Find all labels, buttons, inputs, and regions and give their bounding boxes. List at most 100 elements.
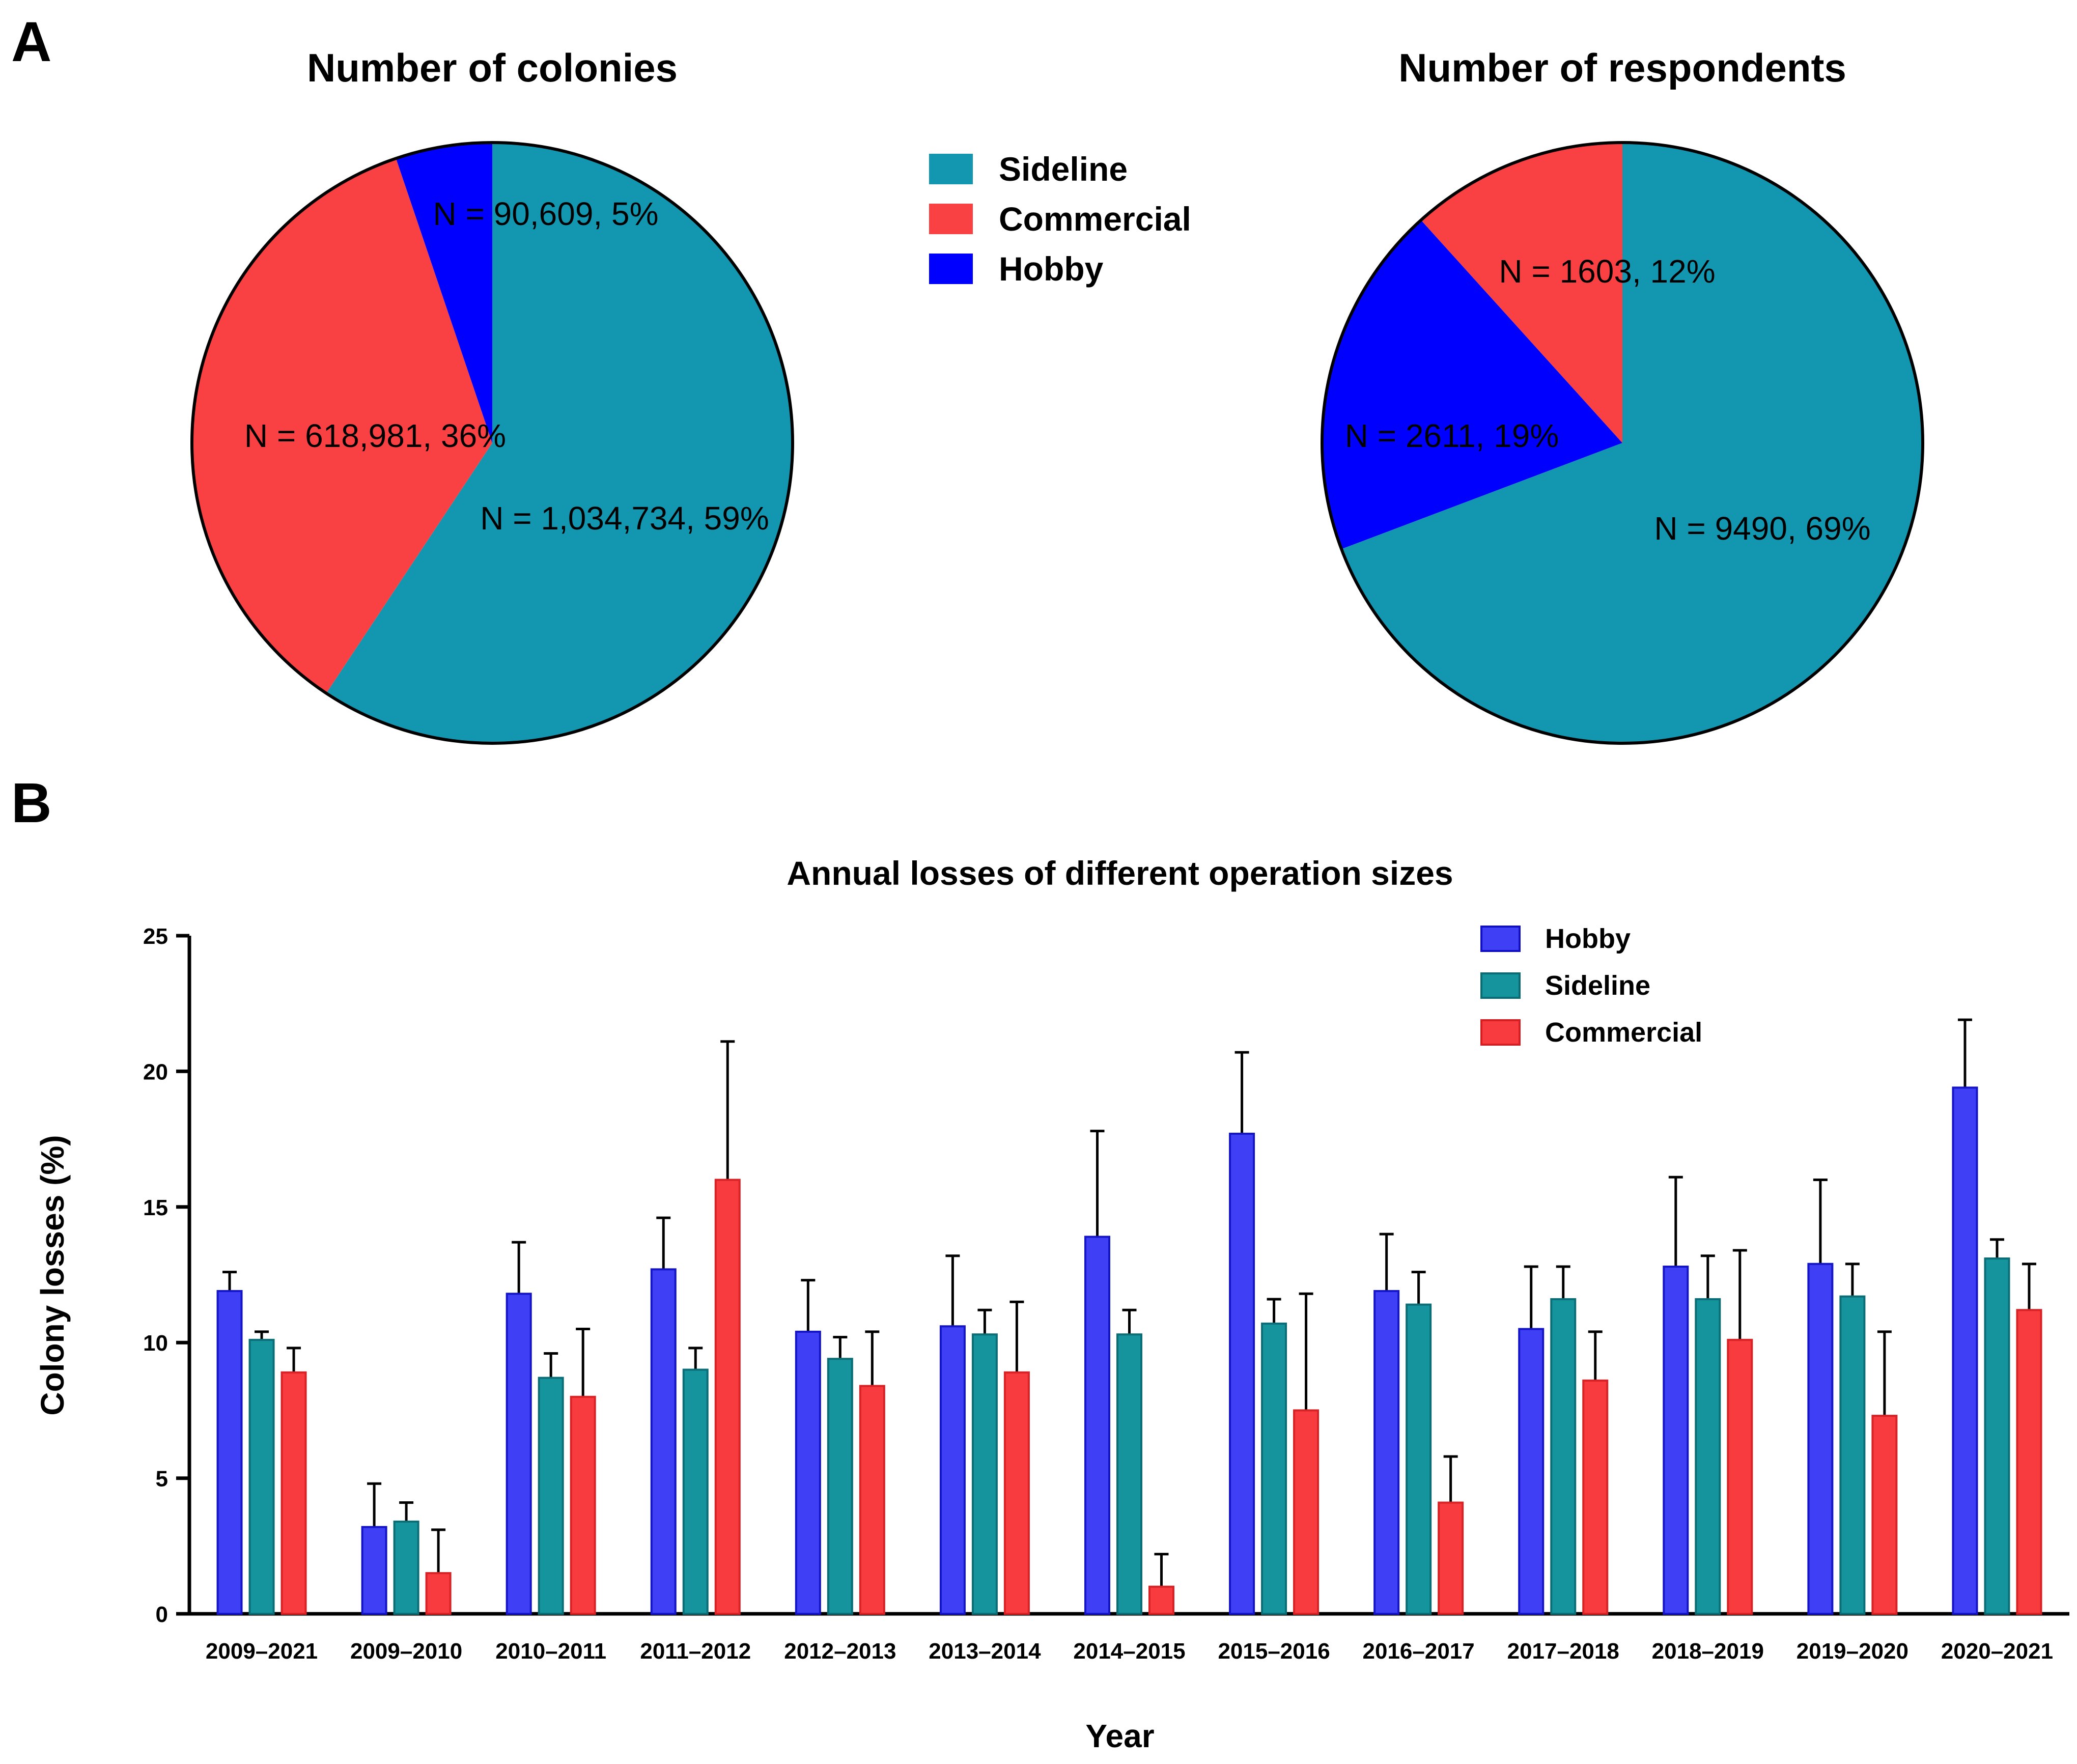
x-tick-label: 2011–2012 (640, 1639, 751, 1664)
x-tick-label: 2020–2021 (1941, 1639, 2053, 1664)
pie-colonies-label-commercial: N = 618,981, 36% (244, 417, 506, 454)
pie-respondents-slice-sideline (1341, 143, 1923, 743)
bar-sideline-2014-2015 (1116, 1333, 1142, 1615)
y-tick-label: 0 (156, 1602, 168, 1627)
bar-hobby-2020-2021 (1952, 1086, 1978, 1615)
x-tick-label: 2019–2020 (1797, 1639, 1908, 1664)
panel-a-label: A (11, 11, 51, 73)
bar-chart-marks (216, 1018, 2042, 1615)
bar-sideline-2019-2020 (1839, 1295, 1866, 1615)
pie-legend: Sideline Commercial Hobby (929, 150, 1191, 288)
pie-respondents-slices (1322, 143, 1923, 743)
bar-legend-label-hobby: Hobby (1545, 923, 1631, 954)
bar-sideline-2020-2021 (1984, 1257, 2010, 1615)
bar-commercial-2019-2020 (1871, 1415, 1898, 1615)
bar-sideline-2011-2012 (682, 1368, 709, 1615)
bar-commercial-2016-2017 (1438, 1501, 1464, 1615)
bar-commercial-2009-2021 (280, 1371, 307, 1615)
bar-hobby-2015-2016 (1229, 1132, 1255, 1615)
bar-commercial-2012-2013 (859, 1385, 885, 1615)
y-tick-label: 20 (143, 1059, 168, 1084)
x-tick-label: 2012–2013 (784, 1639, 896, 1664)
y-tick-label: 10 (143, 1331, 168, 1356)
x-tick-label: 2015–2016 (1218, 1639, 1330, 1664)
y-tick-label: 5 (156, 1467, 168, 1492)
pie-respondents-label-commercial: N = 1603, 12% (1499, 253, 1715, 290)
pie-colonies-slice-hobby (396, 143, 492, 443)
bar-hobby-2018-2019 (1663, 1266, 1689, 1615)
pie-respondents-slice-hobby (1322, 220, 1622, 549)
bar-commercial-2018-2019 (1727, 1338, 1753, 1615)
bar-sideline-2012-2013 (827, 1358, 853, 1615)
legend-swatch-commercial (929, 204, 973, 234)
legend-label-sideline: Sideline (999, 150, 1128, 188)
pie-respondents-label-sideline: N = 9490, 69% (1654, 510, 1870, 547)
bar-sideline-2009-2010 (393, 1520, 419, 1615)
legend-label-commercial: Commercial (999, 200, 1191, 238)
x-tick-label: 2016–2017 (1363, 1639, 1475, 1664)
pie-respondents-outline (1321, 141, 1924, 745)
bar-legend-swatch-commercial (1480, 1019, 1521, 1046)
x-axis-title: Year (1085, 1718, 1154, 1754)
pie-colonies-slice-commercial (191, 158, 492, 693)
pie-colonies-label-sideline: N = 1,034,734, 59% (480, 500, 769, 537)
pie-colonies-outline (190, 141, 794, 745)
bar-hobby-2011-2012 (650, 1268, 677, 1615)
bar-hobby-2009-2021 (216, 1290, 243, 1615)
bar-commercial-2009-2010 (425, 1572, 452, 1615)
bar-hobby-2016-2017 (1373, 1290, 1400, 1615)
panel-b-label: B (11, 772, 51, 834)
bar-hobby-2017-2018 (1518, 1328, 1545, 1615)
bar-commercial-2014-2015 (1148, 1585, 1174, 1615)
pie-colonies: Number of colonies N = 1,034,734, 59% N … (190, 45, 794, 745)
bar-hobby-2009-2010 (361, 1526, 387, 1615)
bar-sideline-2017-2018 (1550, 1298, 1577, 1615)
pie-colonies-label-hobby: N = 90,609, 5% (433, 195, 659, 232)
bar-legend-label-sideline: Sideline (1545, 970, 1650, 1001)
bar-hobby-2013-2014 (939, 1325, 966, 1615)
x-tick-label: 2009–2021 (206, 1639, 318, 1664)
bar-sideline-2009-2021 (248, 1338, 275, 1615)
pie-colonies-title: Number of colonies (307, 45, 678, 90)
pie-respondents: Number of respondents N = 9490, 69% N = … (1321, 45, 1924, 745)
bar-commercial-2011-2012 (714, 1179, 741, 1615)
bar-legend-swatch-sideline (1480, 972, 1521, 999)
bar-hobby-2010-2011 (506, 1293, 532, 1615)
bar-chart-annual-losses: Annual losses of different operation siz… (34, 854, 2069, 1754)
bar-sideline-2013-2014 (971, 1333, 998, 1615)
pie-respondents-slice-commercial (1421, 143, 1622, 443)
bar-commercial-2017-2018 (1582, 1379, 1609, 1615)
x-tick-label: 2014–2015 (1073, 1639, 1185, 1664)
bar-hobby-2019-2020 (1807, 1263, 1834, 1615)
bar-commercial-2020-2021 (2016, 1309, 2042, 1615)
bar-hobby-2012-2013 (795, 1330, 821, 1615)
pie-respondents-label-hobby: N = 2611, 19% (1345, 417, 1559, 454)
bar-legend: Hobby Sideline Commercial (1480, 923, 1702, 1048)
legend-swatch-sideline (929, 154, 973, 184)
bar-commercial-2010-2011 (570, 1395, 596, 1615)
bar-commercial-2013-2014 (1003, 1371, 1030, 1615)
bar-hobby-2014-2015 (1084, 1236, 1110, 1615)
pie-colonies-slice-sideline (326, 143, 793, 743)
x-tick-label: 2018–2019 (1652, 1639, 1764, 1664)
bar-sideline-2015-2016 (1261, 1322, 1287, 1615)
bar-sideline-2016-2017 (1406, 1303, 1432, 1615)
bar-sideline-2010-2011 (538, 1377, 564, 1615)
x-tick-label: 2017–2018 (1507, 1639, 1619, 1664)
x-tick-label: 2013–2014 (929, 1639, 1041, 1664)
pie-colonies-slices (191, 143, 793, 743)
y-tick-label: 25 (143, 924, 168, 949)
legend-swatch-hobby (929, 254, 973, 284)
y-axis-title: Colony losses (%) (34, 1135, 71, 1415)
bar-legend-label-commercial: Commercial (1545, 1017, 1702, 1048)
bar-chart-title: Annual losses of different operation siz… (787, 854, 1453, 892)
x-tick-label: 2009–2010 (350, 1639, 462, 1664)
legend-label-hobby: Hobby (999, 250, 1104, 288)
bar-legend-swatch-hobby (1480, 926, 1521, 952)
pie-respondents-title: Number of respondents (1398, 45, 1846, 90)
bar-chart-tick-labels: 0 5 10 15 20 25 2009–2021 2009–2010 2010–2011 201… (143, 924, 2053, 1664)
x-tick-label: 2010–2011 (495, 1639, 606, 1664)
y-tick-label: 15 (143, 1195, 168, 1220)
bar-sideline-2018-2019 (1695, 1298, 1721, 1615)
